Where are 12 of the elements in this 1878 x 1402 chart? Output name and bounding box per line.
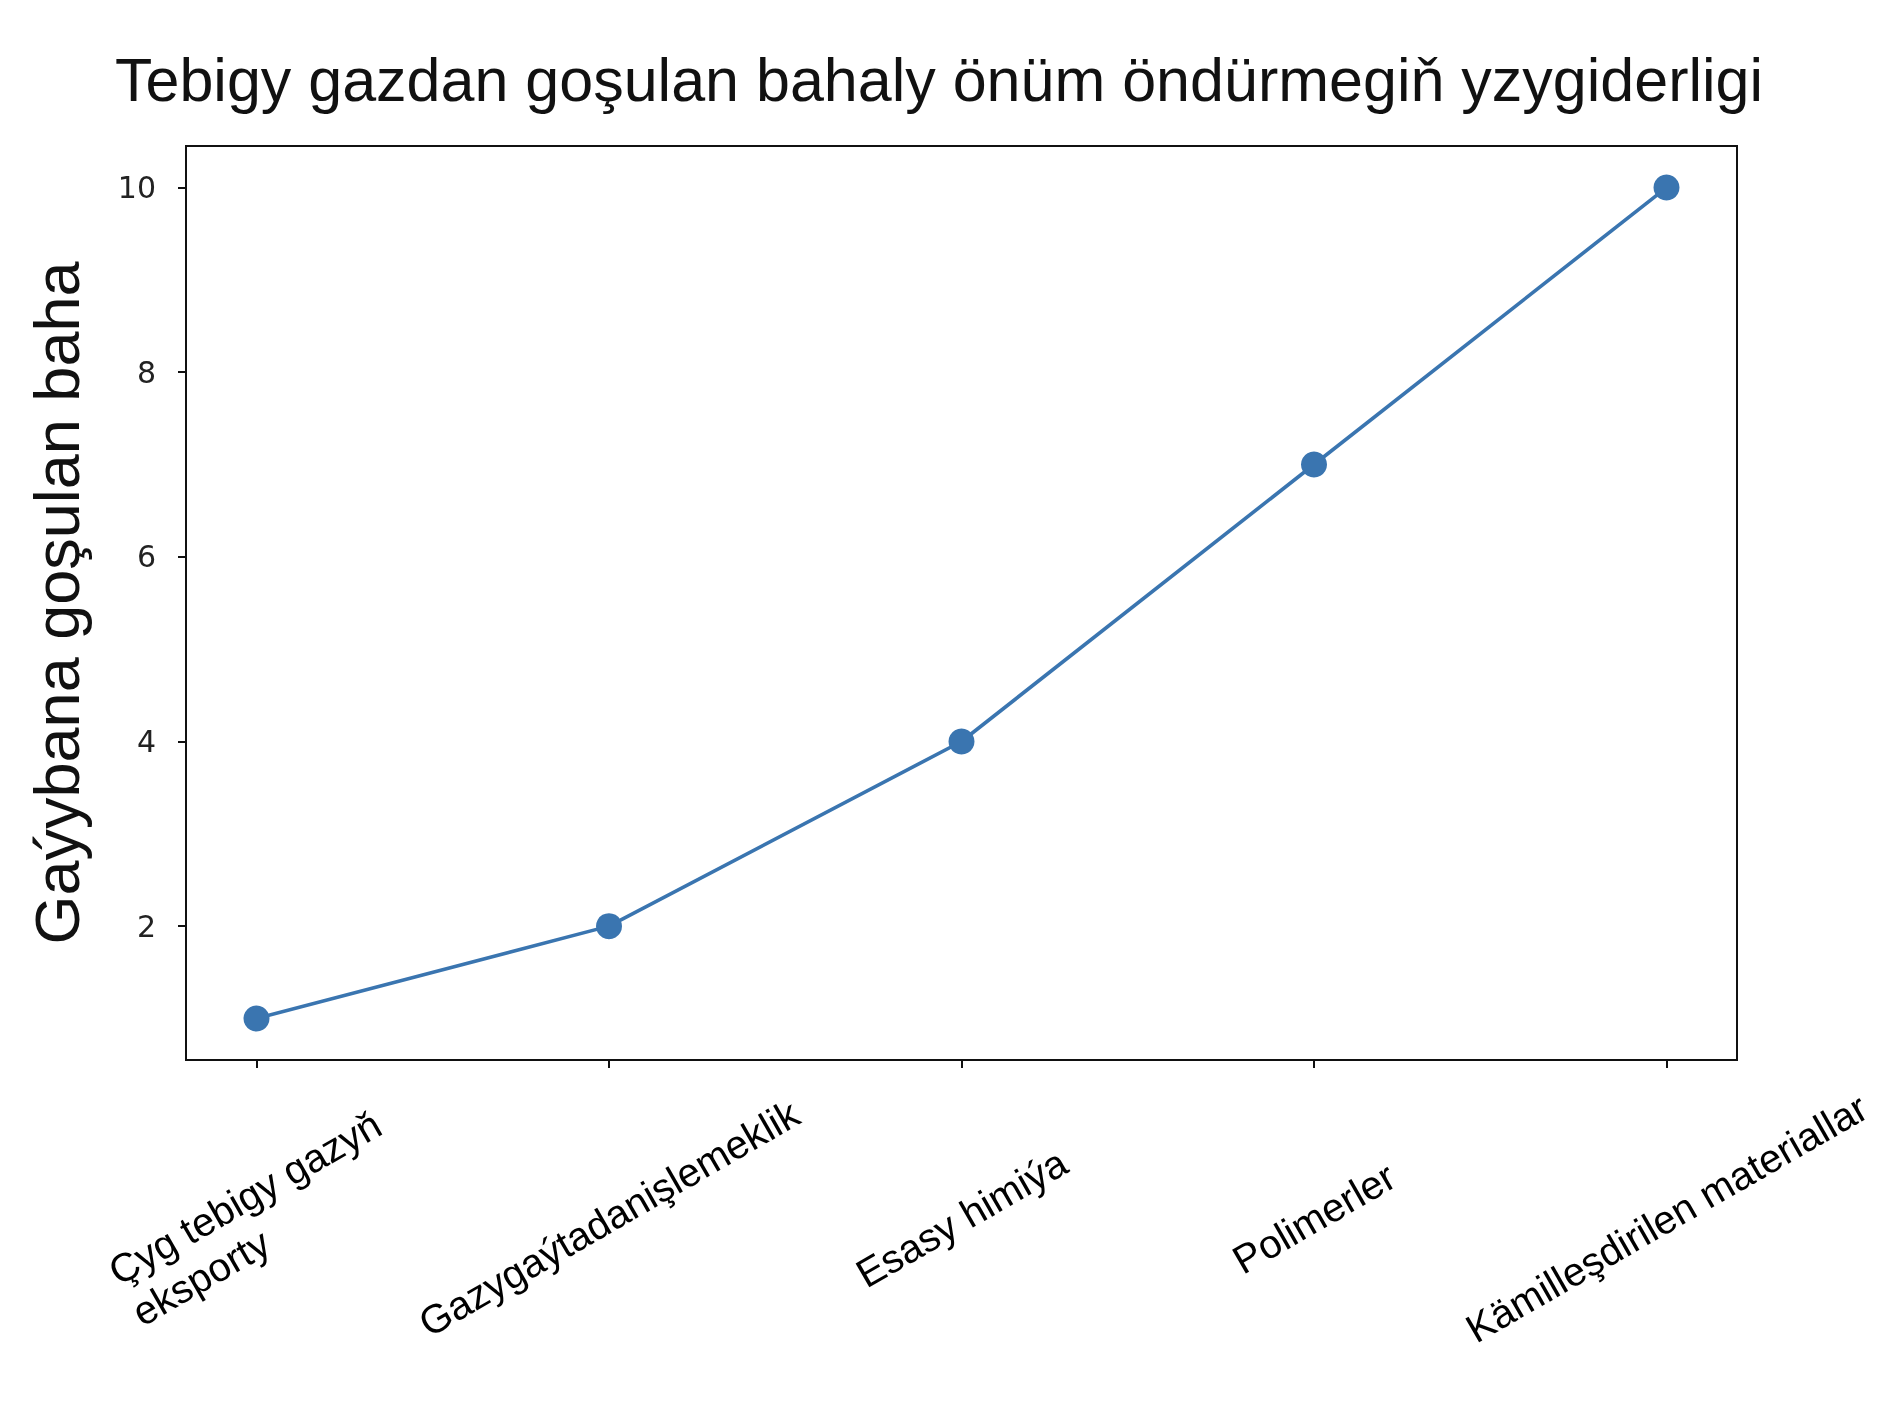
y-tick-label: 6 <box>136 539 156 575</box>
y-tick-label: 4 <box>136 723 156 759</box>
point <box>1653 174 1680 201</box>
chart-title: Tebigy gazdan goşulan bahaly önüm öndürmegiň yzygiderligi <box>114 45 1764 114</box>
y-axis-title: Gaýybana goşulan baha <box>21 260 92 945</box>
point <box>948 728 975 755</box>
point <box>243 1005 270 1032</box>
point <box>1301 451 1327 478</box>
y-tick-label: 2 <box>136 908 156 944</box>
y-tick-label: 8 <box>136 354 156 390</box>
point <box>596 913 622 940</box>
y-tick-label: 10 <box>117 170 156 206</box>
